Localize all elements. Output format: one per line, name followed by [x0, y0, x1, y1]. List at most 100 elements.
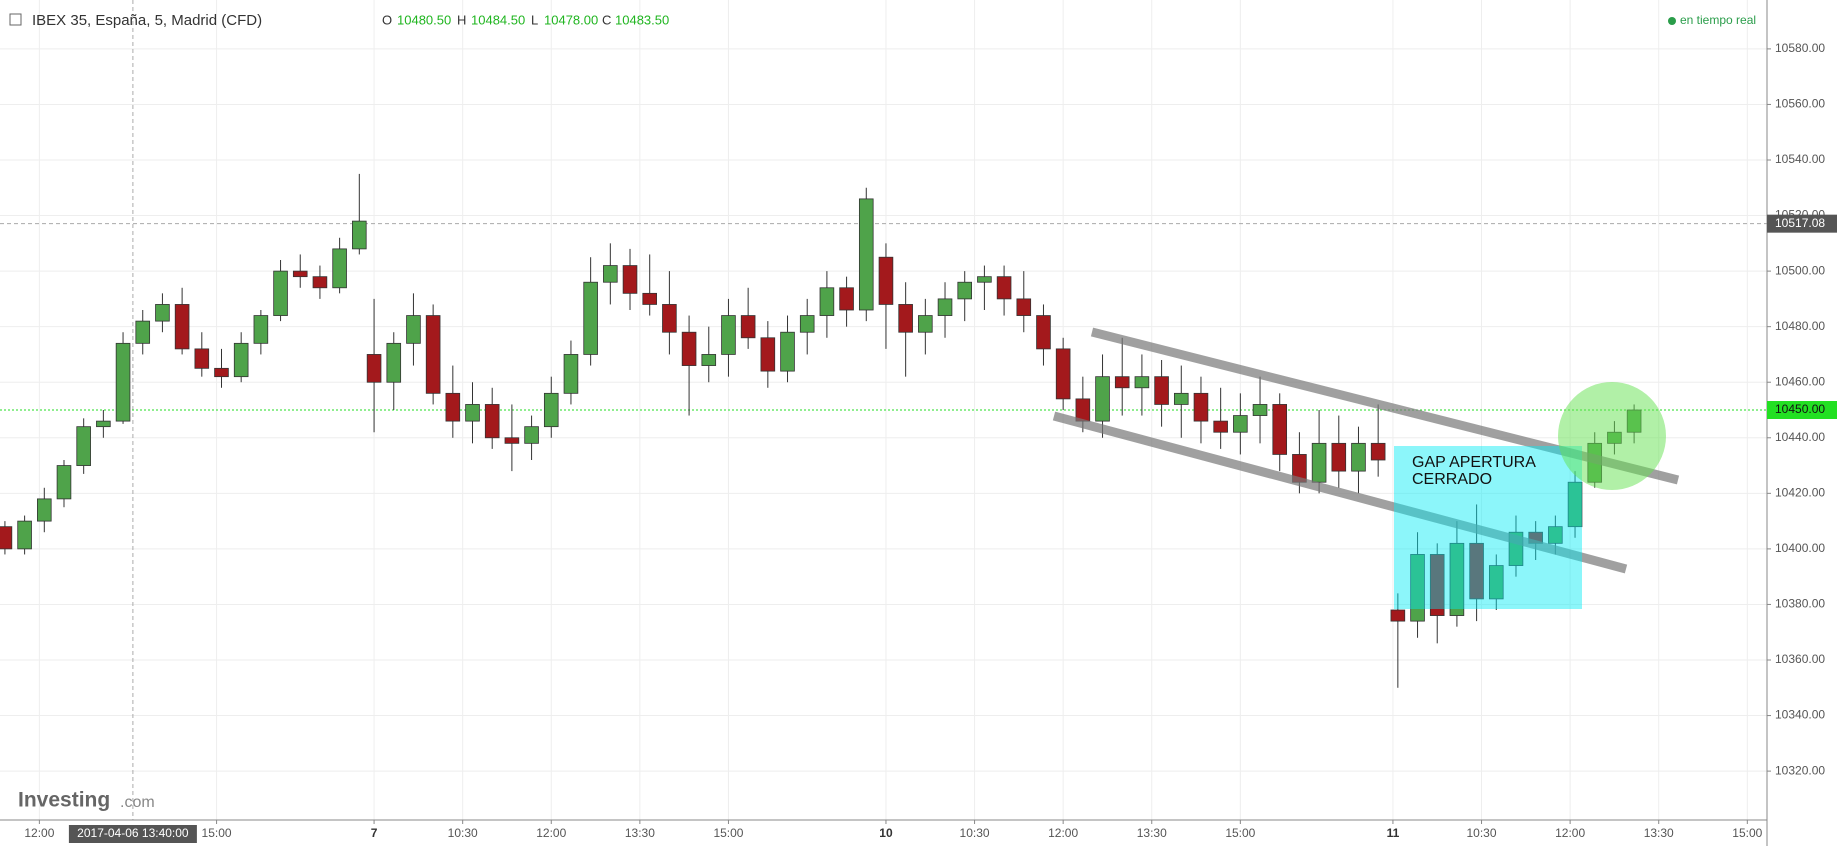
- candle-body: [819, 287, 835, 316]
- candle-body: [681, 331, 697, 366]
- candle-body: [1272, 404, 1288, 455]
- candle-body: [740, 315, 756, 339]
- candle-body: [583, 281, 598, 355]
- candle-body: [563, 354, 579, 394]
- x-tick-label: 15:00: [1732, 826, 1762, 840]
- candle-body: [996, 276, 1012, 300]
- candle-body: [465, 404, 480, 422]
- candle-body: [1193, 392, 1209, 422]
- candle-body: [1055, 348, 1071, 400]
- status: en tiempo real: [1680, 13, 1756, 27]
- candle-body: [445, 392, 461, 422]
- candle-body: [1370, 442, 1386, 461]
- candle-body: [76, 426, 91, 466]
- candle-body: [233, 342, 249, 378]
- candle-body: [96, 420, 111, 428]
- header: IBEX 35, España, 5, Madrid (CFD) O 10480…: [9, 12, 1756, 29]
- candle-body: [273, 270, 288, 316]
- candle-body: [1567, 481, 1583, 528]
- logo-suffix: .com: [120, 794, 155, 811]
- candle-body: [1488, 565, 1504, 600]
- candle-body: [1036, 315, 1051, 350]
- ohlc-value: 10483.50: [615, 12, 669, 27]
- candle-body: [366, 354, 382, 383]
- candle-body: [135, 320, 151, 344]
- ohlc-label: C: [602, 12, 611, 27]
- highlight-circle: [1558, 382, 1666, 490]
- candle-body: [977, 276, 992, 283]
- candle-body: [662, 304, 677, 333]
- candle-body: [425, 315, 441, 394]
- y-tick-label: 10380.00: [1775, 597, 1825, 611]
- logo-brand: Investing: [18, 789, 110, 812]
- ohlc-value: 10478.00: [544, 12, 598, 27]
- candle-body: [312, 276, 328, 289]
- x-tick-label: 10:30: [960, 826, 990, 840]
- drawings: GAP APERTURA CERRADO: [1052, 327, 1680, 609]
- x-tick-label: 15:00: [1225, 826, 1255, 840]
- candle-body: [937, 298, 953, 316]
- candle-body: [1134, 376, 1150, 389]
- ohlc-label: L: [531, 12, 538, 27]
- candle-body: [622, 265, 638, 294]
- candle-body: [878, 256, 894, 305]
- y-tick-label: 10560.00: [1775, 97, 1825, 111]
- x-tick-label: 10:30: [448, 826, 478, 840]
- y-tick-label: 10440.00: [1775, 430, 1825, 444]
- crosshair-x-box: [68, 825, 197, 843]
- x-tick-label: 12:00: [1555, 826, 1585, 840]
- candle-body: [1351, 442, 1366, 472]
- gap-box: [1394, 446, 1582, 609]
- x-tick-label: 13:30: [625, 826, 655, 840]
- candle-body: [1469, 542, 1484, 600]
- symbol: IBEX 35, España, 5, Madrid (CFD): [32, 12, 262, 29]
- ohlc-value: 10480.50: [397, 12, 451, 27]
- collapse-icon[interactable]: [9, 13, 22, 26]
- candle-body: [332, 248, 347, 289]
- x-tick-label: 13:30: [1644, 826, 1674, 840]
- last-price-label: 10450.00: [1775, 402, 1825, 416]
- annotation: GAP APERTURA: [1412, 454, 1536, 471]
- y-tick-label: 10340.00: [1775, 708, 1825, 722]
- candle-body: [406, 315, 421, 344]
- ohlc-label: O: [382, 12, 392, 27]
- status-dot: [1668, 17, 1676, 25]
- last-price-box: [1767, 401, 1837, 419]
- candle-body: [1311, 442, 1327, 483]
- candle-body: [642, 292, 657, 305]
- candle-body: [1449, 542, 1465, 616]
- candle-body: [721, 315, 736, 355]
- candle-body: [543, 392, 559, 428]
- candle-body: [1429, 554, 1445, 616]
- candle-body: [1410, 554, 1425, 622]
- x-tick-label: 15:00: [713, 826, 743, 840]
- candle-body: [1252, 404, 1268, 416]
- candle-body: [1173, 392, 1189, 405]
- x-tick-label: 12:00: [1048, 826, 1078, 840]
- candle-body: [1390, 609, 1406, 622]
- candle-body: [603, 265, 618, 283]
- y-tick-label: 10580.00: [1775, 41, 1825, 55]
- candle-body: [1233, 415, 1248, 433]
- y-tick-label: 10400.00: [1775, 541, 1825, 555]
- candle-body: [1548, 526, 1563, 544]
- y-tick-label: 10540.00: [1775, 152, 1825, 166]
- candle-body: [858, 198, 874, 311]
- candle-body: [1095, 376, 1110, 422]
- candle-body: [1213, 420, 1228, 433]
- candle-body: [799, 315, 815, 333]
- candle-body: [1016, 298, 1032, 316]
- candles: [0, 173, 1642, 688]
- x-tick-label: 10:30: [1467, 826, 1497, 840]
- y-tick-label: 10500.00: [1775, 263, 1825, 277]
- ohlc-value: 10484.50: [471, 12, 525, 27]
- candle-body: [214, 367, 229, 378]
- candle-body: [386, 342, 402, 383]
- y-tick-label: 10460.00: [1775, 374, 1825, 388]
- x-tick-label: 13:30: [1137, 826, 1167, 840]
- candle-body: [155, 304, 170, 322]
- x-tick-label: 11: [1387, 826, 1400, 840]
